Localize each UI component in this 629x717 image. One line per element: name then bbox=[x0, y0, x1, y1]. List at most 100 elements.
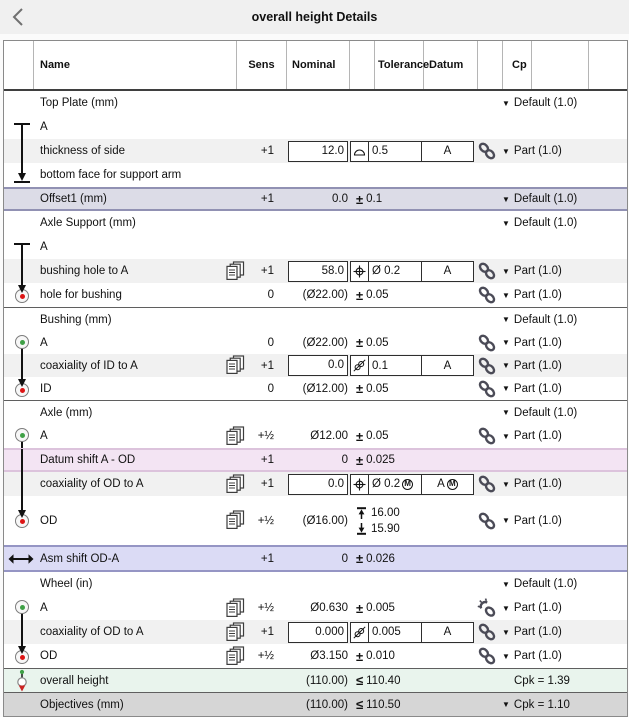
table-row[interactable]: A 0 (Ø22.00) ±0.05 ▼ Part (1.0) bbox=[4, 331, 627, 355]
table-row[interactable]: bottom face for support arm bbox=[4, 162, 627, 187]
plus-minus-symbol: ± bbox=[356, 381, 364, 396]
cp-dropdown[interactable]: ▼ Default (1.0) bbox=[500, 314, 627, 326]
nominal-cell: (Ø16.00) bbox=[278, 515, 348, 527]
back-button[interactable] bbox=[10, 7, 26, 27]
table-row[interactable]: bushing hole to A +1 58.0 Ø 0.2 A ▼ Part (1.0) bbox=[4, 258, 627, 284]
cp-dropdown[interactable]: ▼ Part (1.0) bbox=[500, 383, 627, 395]
table-row[interactable]: ID 0 (Ø12.00) ±0.05 ▼ Part (1.0) bbox=[4, 376, 627, 400]
link-cell[interactable] bbox=[474, 646, 500, 666]
sens-value: 0 bbox=[267, 336, 274, 349]
row-name-cell: coaxiality of OD to A bbox=[36, 478, 218, 490]
cp-dropdown[interactable]: ▼ Part (1.0) bbox=[500, 145, 627, 157]
table-row[interactable]: Datum shift A - OD +1 0 ±0.025 bbox=[4, 448, 627, 472]
tolerance-value: 0.1 bbox=[366, 193, 383, 205]
sens-cell: +1 bbox=[252, 626, 278, 638]
row-icon-cell bbox=[4, 693, 36, 716]
link-cell[interactable] bbox=[474, 426, 500, 446]
table-row[interactable]: Offset1 (mm) +1 0.0 ±0.1 ▼ Default (1.0) bbox=[4, 187, 627, 211]
link-cell[interactable] bbox=[474, 333, 500, 353]
fcf-frame: Ø 0.2 A bbox=[350, 260, 474, 282]
table-row[interactable]: Axle Support (mm) ▼ Default (1.0) bbox=[4, 211, 627, 235]
table-row[interactable]: Asm shift OD-A +1 0 ±0.026 bbox=[4, 545, 627, 572]
tolerance-cell: ±0.1 bbox=[348, 189, 474, 209]
table-row[interactable]: coaxiality of OD to A +1 0.000 0.005 A ▼ Part … bbox=[4, 619, 627, 645]
table-row[interactable]: Axle (mm) ▼ Default (1.0) bbox=[4, 400, 627, 424]
cp-dropdown[interactable]: ▼ Default (1.0) bbox=[500, 578, 627, 590]
tolerance-cell: Ø 0.2 M A M bbox=[348, 472, 474, 496]
table-row[interactable]: OD +½ (Ø16.00) 16.00 15.90 ▼ Part (1.0) bbox=[4, 495, 627, 545]
cp-dropdown[interactable]: ▼ Cpk = 1.10 bbox=[500, 699, 627, 711]
cp-dropdown[interactable]: ▼ Default (1.0) bbox=[500, 407, 627, 419]
cp-dropdown[interactable]: ▼ Part (1.0) bbox=[500, 626, 627, 638]
table-row[interactable]: overall height (110.00) ≤110.40 Cpk = 1.39 bbox=[4, 668, 627, 692]
cp-dropdown[interactable]: ▼ Part (1.0) bbox=[500, 337, 627, 349]
cp-dropdown[interactable]: ▼ Part (1.0) bbox=[500, 602, 627, 614]
table-row[interactable]: Top Plate (mm) ▼ Default (1.0) bbox=[4, 91, 627, 115]
sens-cell: 0 bbox=[252, 289, 278, 301]
row-name: hole for bushing bbox=[40, 289, 122, 301]
fcf-datum-cell: A bbox=[421, 141, 473, 161]
link-icon bbox=[478, 427, 496, 445]
row-name-cell: thickness of side bbox=[36, 145, 218, 157]
nominal-value: 0 bbox=[341, 454, 348, 466]
table-row[interactable]: Wheel (in) ▼ Default (1.0) bbox=[4, 572, 627, 596]
sens-value: +1 bbox=[260, 359, 274, 372]
link-cell[interactable] bbox=[474, 379, 500, 399]
fcf-profile-of-surface-icon bbox=[353, 149, 366, 156]
cp-dropdown[interactable]: ▼ Part (1.0) bbox=[500, 265, 627, 277]
nominal-cell: 0.0 bbox=[278, 355, 348, 376]
nominal-value: (110.00) bbox=[306, 698, 348, 711]
less-equal-symbol: ≤ bbox=[356, 673, 364, 688]
cp-dropdown[interactable]: ▼ Part (1.0) bbox=[500, 515, 627, 527]
plus-minus-symbol: ± bbox=[356, 600, 364, 616]
cp-dropdown[interactable]: ▼ Default (1.0) bbox=[500, 217, 627, 229]
table-row[interactable]: A bbox=[4, 115, 627, 140]
link-cell[interactable] bbox=[474, 285, 500, 305]
cp-dropdown[interactable]: ▼ Part (1.0) bbox=[500, 430, 627, 442]
link-cell[interactable] bbox=[474, 622, 500, 642]
link-cell[interactable] bbox=[474, 511, 500, 531]
plus-minus-symbol: ± bbox=[356, 452, 364, 468]
tolerance-cell: ≤110.50 bbox=[348, 693, 474, 716]
cp-dropdown[interactable]: ▼ Default (1.0) bbox=[500, 97, 627, 109]
row-name-cell: Axle Support (mm) bbox=[36, 217, 218, 229]
cp-dropdown[interactable]: ▼ Default (1.0) bbox=[500, 193, 627, 205]
tolerance-cell: ±0.010 bbox=[348, 644, 474, 668]
link-cell[interactable] bbox=[474, 356, 500, 376]
row-name-cell: A bbox=[36, 241, 218, 253]
fcf-symbol-cell bbox=[351, 474, 369, 494]
nominal-value: 0.000 bbox=[315, 625, 344, 638]
link-cell[interactable] bbox=[474, 598, 500, 618]
sens-cell: +½ bbox=[252, 430, 278, 442]
link-cell[interactable] bbox=[474, 141, 500, 161]
row-name-cell: Wheel (in) bbox=[36, 578, 218, 590]
table-row[interactable]: A +½ Ø12.00 ±0.05 ▼ Part (1.0) bbox=[4, 424, 627, 449]
dimension-line-icon bbox=[4, 471, 36, 497]
dropdown-arrow-icon: ▼ bbox=[502, 431, 510, 441]
datum-value: A bbox=[443, 626, 452, 638]
link-cell[interactable] bbox=[474, 474, 500, 494]
link-cell[interactable] bbox=[474, 261, 500, 281]
row-name: Objectives (mm) bbox=[40, 698, 124, 711]
table-row[interactable]: hole for bushing 0 (Ø22.00) ±0.05 ▼ Part (1.0… bbox=[4, 282, 627, 307]
table-row[interactable]: coaxiality of OD to A +1 0.0 Ø 0.2 M A M ▼ Part … bbox=[4, 471, 627, 497]
table-row[interactable]: Objectives (mm) (110.00) ≤110.50 ▼ Cpk = 1.1… bbox=[4, 692, 627, 716]
link-icon bbox=[478, 380, 496, 397]
table-row[interactable]: A bbox=[4, 235, 627, 260]
table-row[interactable]: Bushing (mm) ▼ Default (1.0) bbox=[4, 307, 627, 331]
table-row[interactable]: thickness of side +1 12.0 0.5 A ▼ Part (1.0) bbox=[4, 138, 627, 164]
cp-dropdown[interactable]: ▼ Part (1.0) bbox=[500, 289, 627, 301]
limit-lower-value: 15.90 bbox=[371, 522, 400, 535]
table-row[interactable]: coaxiality of ID to A +1 0.0 0.1 A ▼ Part (1.0… bbox=[4, 353, 627, 378]
table-row[interactable]: A +½ Ø0.630 ±0.005 ▼ Part (1.0) bbox=[4, 596, 627, 621]
cp-dropdown[interactable]: ▼ Part (1.0) bbox=[500, 478, 627, 490]
row-name-cell: OD bbox=[36, 650, 218, 662]
table-row[interactable]: OD +½ Ø3.150 ±0.010 ▼ Part (1.0) bbox=[4, 643, 627, 668]
nominal-value: (110.00) bbox=[306, 674, 348, 687]
cp-dropdown[interactable]: ▼ Part (1.0) bbox=[500, 360, 627, 372]
tolerance-value: Ø 0.2 bbox=[372, 265, 401, 277]
cp-dropdown[interactable]: ▼ Part (1.0) bbox=[500, 650, 627, 662]
row-name: A bbox=[40, 121, 48, 133]
nominal-value: 0.0 bbox=[332, 193, 348, 205]
nominal-value: 12.0 bbox=[321, 144, 344, 157]
